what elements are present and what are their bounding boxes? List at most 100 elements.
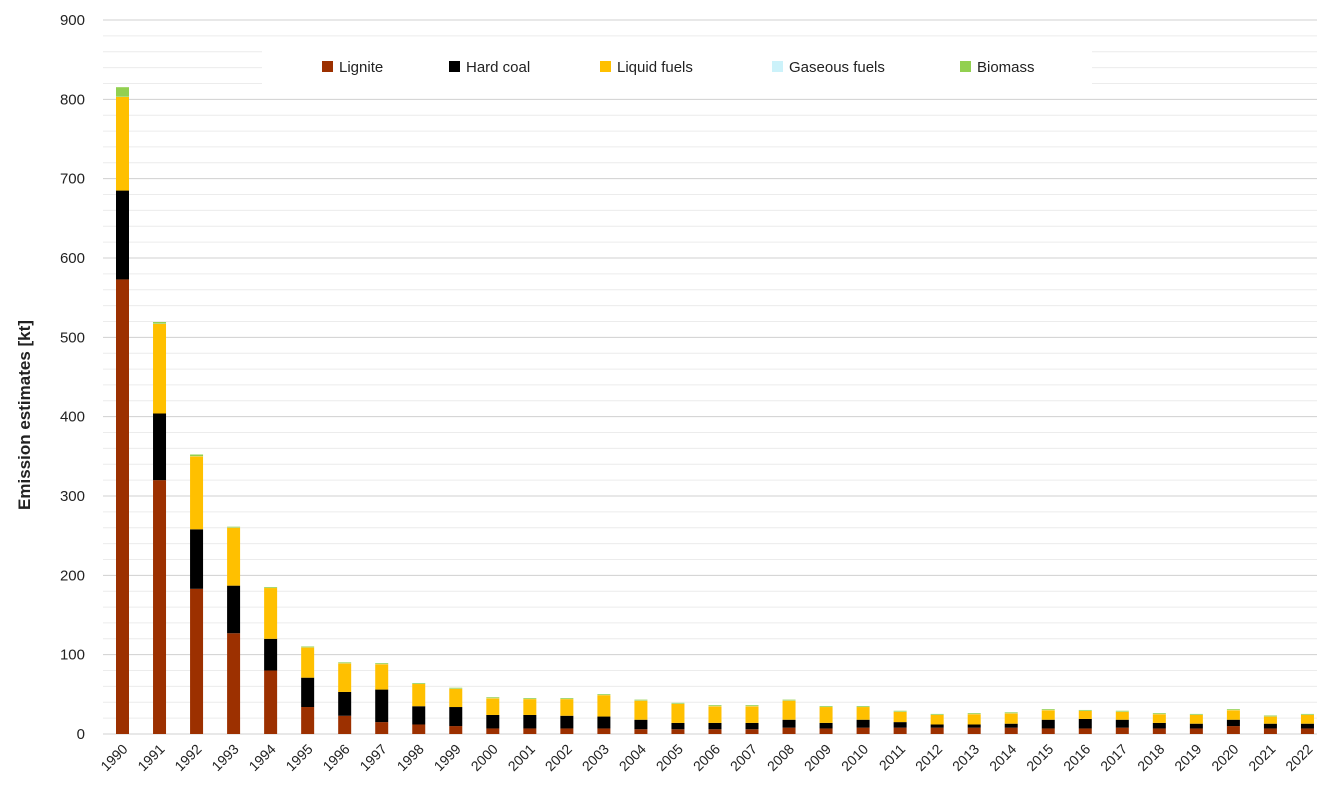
bar-segment-hard-coal	[560, 716, 573, 729]
bar-segment-lignite	[1042, 728, 1055, 734]
bar-segment-lignite	[449, 726, 462, 734]
legend-label: Gaseous fuels	[789, 59, 885, 76]
bar-segment-hard-coal	[523, 715, 536, 728]
bar-segment-lignite	[1153, 728, 1166, 734]
bar-segment-lignite	[968, 728, 981, 734]
bar-segment-biomass	[1190, 714, 1203, 715]
bar-segment-liquid-fuels	[412, 684, 425, 706]
bar-segment-hard-coal	[857, 720, 870, 728]
bar-segment-lignite	[116, 279, 129, 734]
x-tick-label: 2004	[616, 741, 649, 774]
bar-segment-lignite	[1227, 726, 1240, 734]
bar-segment-liquid-fuels	[338, 663, 351, 692]
bar-segment-liquid-fuels	[746, 706, 759, 723]
bar-segment-lignite	[820, 728, 833, 734]
bar-segment-hard-coal	[597, 717, 610, 729]
y-tick-label: 0	[77, 726, 85, 743]
bar-segment-lignite	[1079, 728, 1092, 734]
bar-segment-hard-coal	[190, 529, 203, 589]
bar-segment-lignite	[486, 728, 499, 734]
legend-swatch	[772, 61, 783, 72]
bar-segment-lignite	[1005, 728, 1018, 734]
bars-group	[116, 87, 1314, 734]
bar-segment-biomass	[1227, 709, 1240, 710]
y-tick-label: 700	[60, 171, 85, 188]
bar-segment-biomass	[264, 587, 277, 588]
bar-segment-lignite	[746, 729, 759, 734]
bar-segment-lignite	[857, 728, 870, 734]
bar-segment-lignite	[412, 724, 425, 734]
bar-segment-biomass	[783, 700, 796, 701]
bar-segment-liquid-fuels	[1227, 710, 1240, 720]
bar-segment-liquid-fuels	[375, 664, 388, 689]
bar-segment-hard-coal	[227, 586, 240, 634]
y-tick-label: 400	[60, 409, 85, 426]
bar-segment-hard-coal	[338, 692, 351, 716]
bar-segment-hard-coal	[301, 678, 314, 707]
bar-segment-hard-coal	[783, 720, 796, 728]
x-tick-label: 2020	[1208, 741, 1241, 774]
bar-segment-liquid-fuels	[486, 698, 499, 715]
bar-segment-biomass	[1042, 709, 1055, 710]
bar-segment-biomass	[449, 688, 462, 689]
y-tick-label: 100	[60, 647, 85, 664]
legend-swatch	[960, 61, 971, 72]
bar-segment-biomass	[968, 713, 981, 714]
bar-segment-liquid-fuels	[1042, 710, 1055, 720]
bar-segment-liquid-fuels	[560, 699, 573, 716]
bar-segment-biomass	[894, 711, 907, 712]
bar-segment-liquid-fuels	[190, 456, 203, 529]
bar-segment-lignite	[1116, 728, 1129, 734]
bar-segment-hard-coal	[634, 720, 647, 730]
bar-segment-lignite	[560, 728, 573, 734]
x-tick-label: 2019	[1171, 741, 1204, 774]
bar-segment-lignite	[708, 729, 721, 734]
bar-segment-lignite	[375, 722, 388, 734]
bar-segment-biomass	[1301, 714, 1314, 715]
bar-segment-lignite	[931, 728, 944, 734]
bar-segment-hard-coal	[1301, 724, 1314, 729]
x-tick-label: 2014	[986, 741, 1019, 774]
x-tick-label: 1996	[319, 741, 352, 774]
bar-segment-biomass	[931, 714, 944, 715]
bar-segment-liquid-fuels	[301, 648, 314, 678]
bar-segment-lignite	[1190, 728, 1203, 734]
bar-segment-hard-coal	[412, 706, 425, 724]
bar-segment-biomass	[857, 706, 870, 707]
legend-swatch	[322, 61, 333, 72]
bar-segment-lignite	[264, 671, 277, 734]
bar-segment-biomass	[634, 700, 647, 701]
bar-segment-biomass	[746, 705, 759, 706]
x-tick-label: 2021	[1245, 741, 1278, 774]
bar-segment-hard-coal	[1227, 720, 1240, 726]
x-tick-label: 2001	[505, 741, 538, 774]
x-tick-label: 2010	[838, 741, 871, 774]
bar-segment-liquid-fuels	[116, 97, 129, 191]
x-tick-label: 2003	[579, 741, 612, 774]
bar-segment-hard-coal	[1079, 719, 1092, 729]
bar-segment-biomass	[1005, 712, 1018, 713]
bar-segment-hard-coal	[1190, 724, 1203, 729]
y-axis-label: Emission estimates [kt]	[15, 320, 34, 510]
bar-segment-hard-coal	[1042, 720, 1055, 729]
x-tick-label: 2016	[1060, 741, 1093, 774]
legend-label: Lignite	[339, 59, 383, 76]
bar-segment-hard-coal	[264, 639, 277, 671]
x-tick-label: 1994	[245, 741, 278, 774]
x-tick-label: 2017	[1097, 741, 1130, 774]
y-tick-label: 200	[60, 567, 85, 584]
bar-segment-hard-coal	[1264, 724, 1277, 729]
x-tick-label: 2013	[949, 741, 982, 774]
x-tick-label: 2018	[1134, 741, 1167, 774]
legend-label: Liquid fuels	[617, 59, 693, 76]
x-tick-label: 2008	[764, 741, 797, 774]
bar-segment-liquid-fuels	[783, 701, 796, 720]
x-tick-label: 1998	[394, 741, 427, 774]
legend-swatch	[600, 61, 611, 72]
bar-segment-biomass	[1079, 710, 1092, 711]
